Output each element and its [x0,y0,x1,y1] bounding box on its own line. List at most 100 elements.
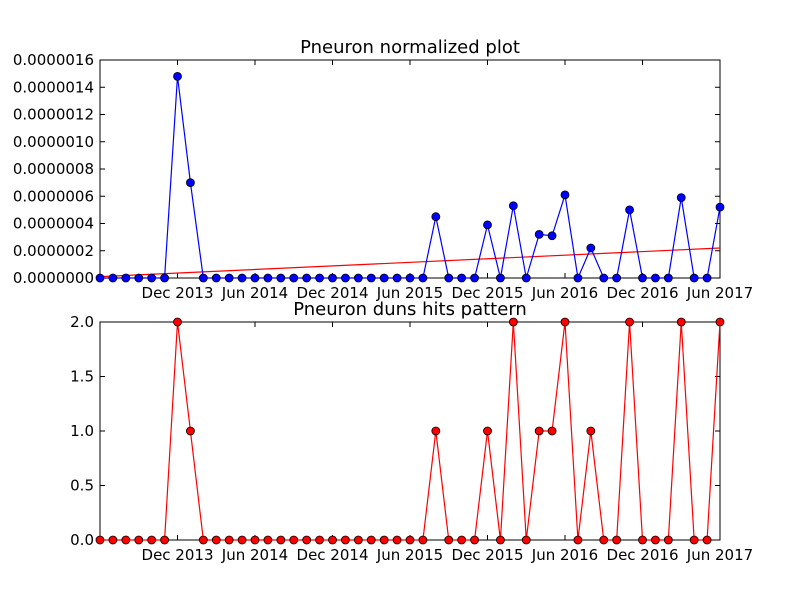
data-point [341,535,350,545]
data-point [353,273,363,283]
x-tick-label: Jun 2015 [376,284,443,302]
data-point [689,273,699,283]
y-tick-label: 1.5 [70,368,94,386]
data-point [237,535,247,545]
data-point [250,273,260,283]
data-point [431,212,441,222]
data-point [328,535,337,545]
data-point [108,535,118,545]
y-tick-label: 0.0000004 [13,215,94,233]
x-tick-label: Jun 2014 [221,284,288,302]
x-tick-label: Dec 2013 [142,284,214,302]
data-point [392,535,402,545]
data-point [392,273,402,283]
x-tick-label: Dec 2015 [452,284,524,302]
x-tick-label: Jun 2017 [686,546,753,564]
data-point [612,273,622,283]
data-point [95,273,105,283]
data-point [418,273,428,283]
data-point [547,231,557,241]
data-point [405,273,415,283]
y-tick-label: 0.0000002 [13,242,94,260]
data-point [625,205,634,215]
data-point [612,535,622,545]
y-tick-label: 0.0000008 [13,160,94,178]
y-tick-label: 0.0000014 [13,78,94,96]
data-point [186,178,195,188]
y-tick-label: 0.0000012 [13,106,94,124]
y-tick-label: 0.5 [70,477,94,495]
data-point [470,535,479,545]
data-point [173,317,182,327]
data-point [715,202,725,212]
data-point [676,317,686,327]
y-tick-label: 0.0000016 [13,51,94,69]
y-tick-label: 1.0 [70,422,94,440]
data-point [198,535,208,545]
data-point [302,273,312,283]
data-point [702,273,712,283]
data-layer [95,317,725,545]
data-point [521,535,531,545]
data-point [508,201,518,211]
x-tick-label: Jun 2016 [531,284,598,302]
data-point [663,273,673,283]
x-tick-label: Jun 2015 [376,546,443,564]
data-point [508,317,518,327]
data-point [405,535,415,545]
normalized-plot: Pneuron normalized plot 0.0000000 0.00000… [13,37,753,302]
data-point [315,535,324,545]
data-point [224,273,234,283]
data-point [95,535,105,545]
series-line [100,76,721,281]
data-point [496,273,505,283]
data-point [173,71,182,81]
data-point [689,535,699,545]
hits-pattern-plot: Pneuron duns hits pattern 0.0 0.5 1.0 1.5 2.… [70,299,753,564]
x-tick-label: Dec 2016 [607,284,679,302]
chart-title: Pneuron normalized plot [300,37,520,58]
data-point [470,273,479,283]
data-point [560,317,570,327]
data-point [211,273,221,283]
data-point [702,535,712,545]
x-tick-label: Dec 2014 [297,284,369,302]
data-point [651,535,660,545]
data-point [289,273,299,283]
data-point [108,273,118,283]
x-tick-label: Dec 2013 [142,546,214,564]
y-tick-label: 0.0000006 [13,187,94,205]
x-tick-label: Jun 2016 [531,546,598,564]
data-point [573,535,583,545]
data-point [638,535,647,545]
data-point [160,535,169,545]
data-point [547,426,557,436]
data-point [341,273,350,283]
data-point [353,535,363,545]
x-tick-label: Dec 2014 [297,546,369,564]
x-tick-label: Dec 2016 [607,546,679,564]
data-point [328,273,337,283]
data-point [418,535,428,545]
x-tick-label: Jun 2017 [686,284,753,302]
data-point [483,220,492,230]
x-tick-label: Dec 2015 [452,546,524,564]
data-point [134,273,144,283]
data-point [237,273,247,283]
data-point [625,317,634,327]
data-point [560,190,570,200]
data-point [534,229,544,239]
trend-line [99,247,721,278]
data-point [315,273,324,283]
data-point [198,273,208,283]
data-point [302,535,312,545]
data-point [379,535,389,545]
data-point [599,535,609,545]
data-point [160,273,169,283]
data-point [457,535,467,545]
data-point [483,426,492,436]
data-point [147,535,157,545]
data-point [431,426,441,436]
data-point [276,535,286,545]
